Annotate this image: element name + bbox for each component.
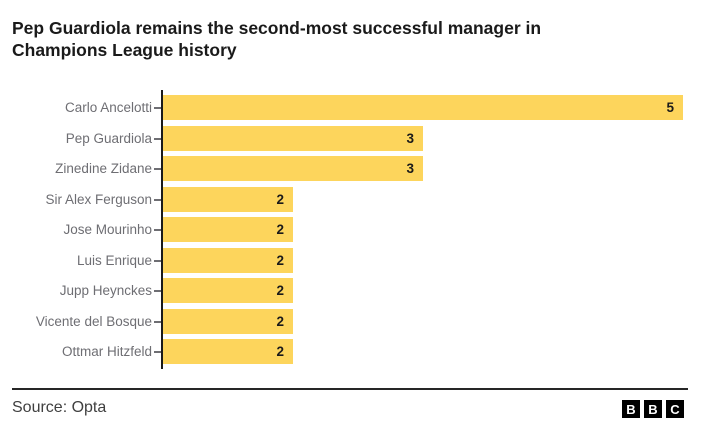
value-label: 2 xyxy=(276,344,284,359)
chart-title-line-1: Pep Guardiola remains the second-most su… xyxy=(12,18,542,38)
bar: 2 xyxy=(163,309,293,334)
axis-tick-mark xyxy=(154,167,161,170)
bbc-logo: B B C xyxy=(622,400,684,418)
bar: 5 xyxy=(163,95,683,120)
axis-tick-mark xyxy=(154,289,161,292)
bar: 2 xyxy=(163,248,293,273)
axis-tick-mark xyxy=(154,259,161,262)
bar: 2 xyxy=(163,339,293,364)
category-label: Zinedine Zidane xyxy=(55,161,152,176)
category-label: Jose Mourinho xyxy=(63,222,152,237)
axis-tick-mark xyxy=(154,106,161,109)
category-label: Ottmar Hitzfeld xyxy=(61,344,152,359)
axis-tick-mark xyxy=(154,198,161,201)
value-label: 2 xyxy=(276,314,284,329)
category-label: Sir Alex Ferguson xyxy=(45,192,152,207)
category-label: Jupp Heynckes xyxy=(59,283,152,298)
value-label: 5 xyxy=(666,100,674,115)
category-label: Luis Enrique xyxy=(76,253,152,268)
bbc-logo-block-b2: B xyxy=(644,400,662,418)
bbc-logo-block-b1: B xyxy=(622,400,640,418)
value-label: 2 xyxy=(276,283,284,298)
value-label: 2 xyxy=(276,253,284,268)
category-label: Carlo Ancelotti xyxy=(64,100,152,115)
axis-tick-mark xyxy=(154,228,161,231)
chart-title-line-2: Champions League history xyxy=(12,40,237,60)
bar: 3 xyxy=(163,156,423,181)
bar: 2 xyxy=(163,278,293,303)
value-label: 2 xyxy=(276,222,284,237)
axis-tick-mark xyxy=(154,137,161,140)
bar-chart: Carlo Ancelotti 5 Pep Guardiola 3 Zinedine Z… xyxy=(0,90,701,370)
category-label: Vicente del Bosque xyxy=(35,314,152,329)
source-credit: Source: Opta xyxy=(12,399,107,416)
chart-title: Pep Guardiola remains the second-most su… xyxy=(12,17,672,61)
value-label: 3 xyxy=(406,161,414,176)
axis-tick-mark xyxy=(154,350,161,353)
bar: 3 xyxy=(163,126,423,151)
axis-tick-mark xyxy=(154,320,161,323)
bbc-logo-block-c: C xyxy=(666,400,684,418)
value-label: 2 xyxy=(276,192,284,207)
footer-divider xyxy=(12,388,688,390)
bar: 2 xyxy=(163,187,293,212)
value-label: 3 xyxy=(406,131,414,146)
category-label: Pep Guardiola xyxy=(65,131,152,146)
y-axis-line xyxy=(161,90,163,369)
bar: 2 xyxy=(163,217,293,242)
